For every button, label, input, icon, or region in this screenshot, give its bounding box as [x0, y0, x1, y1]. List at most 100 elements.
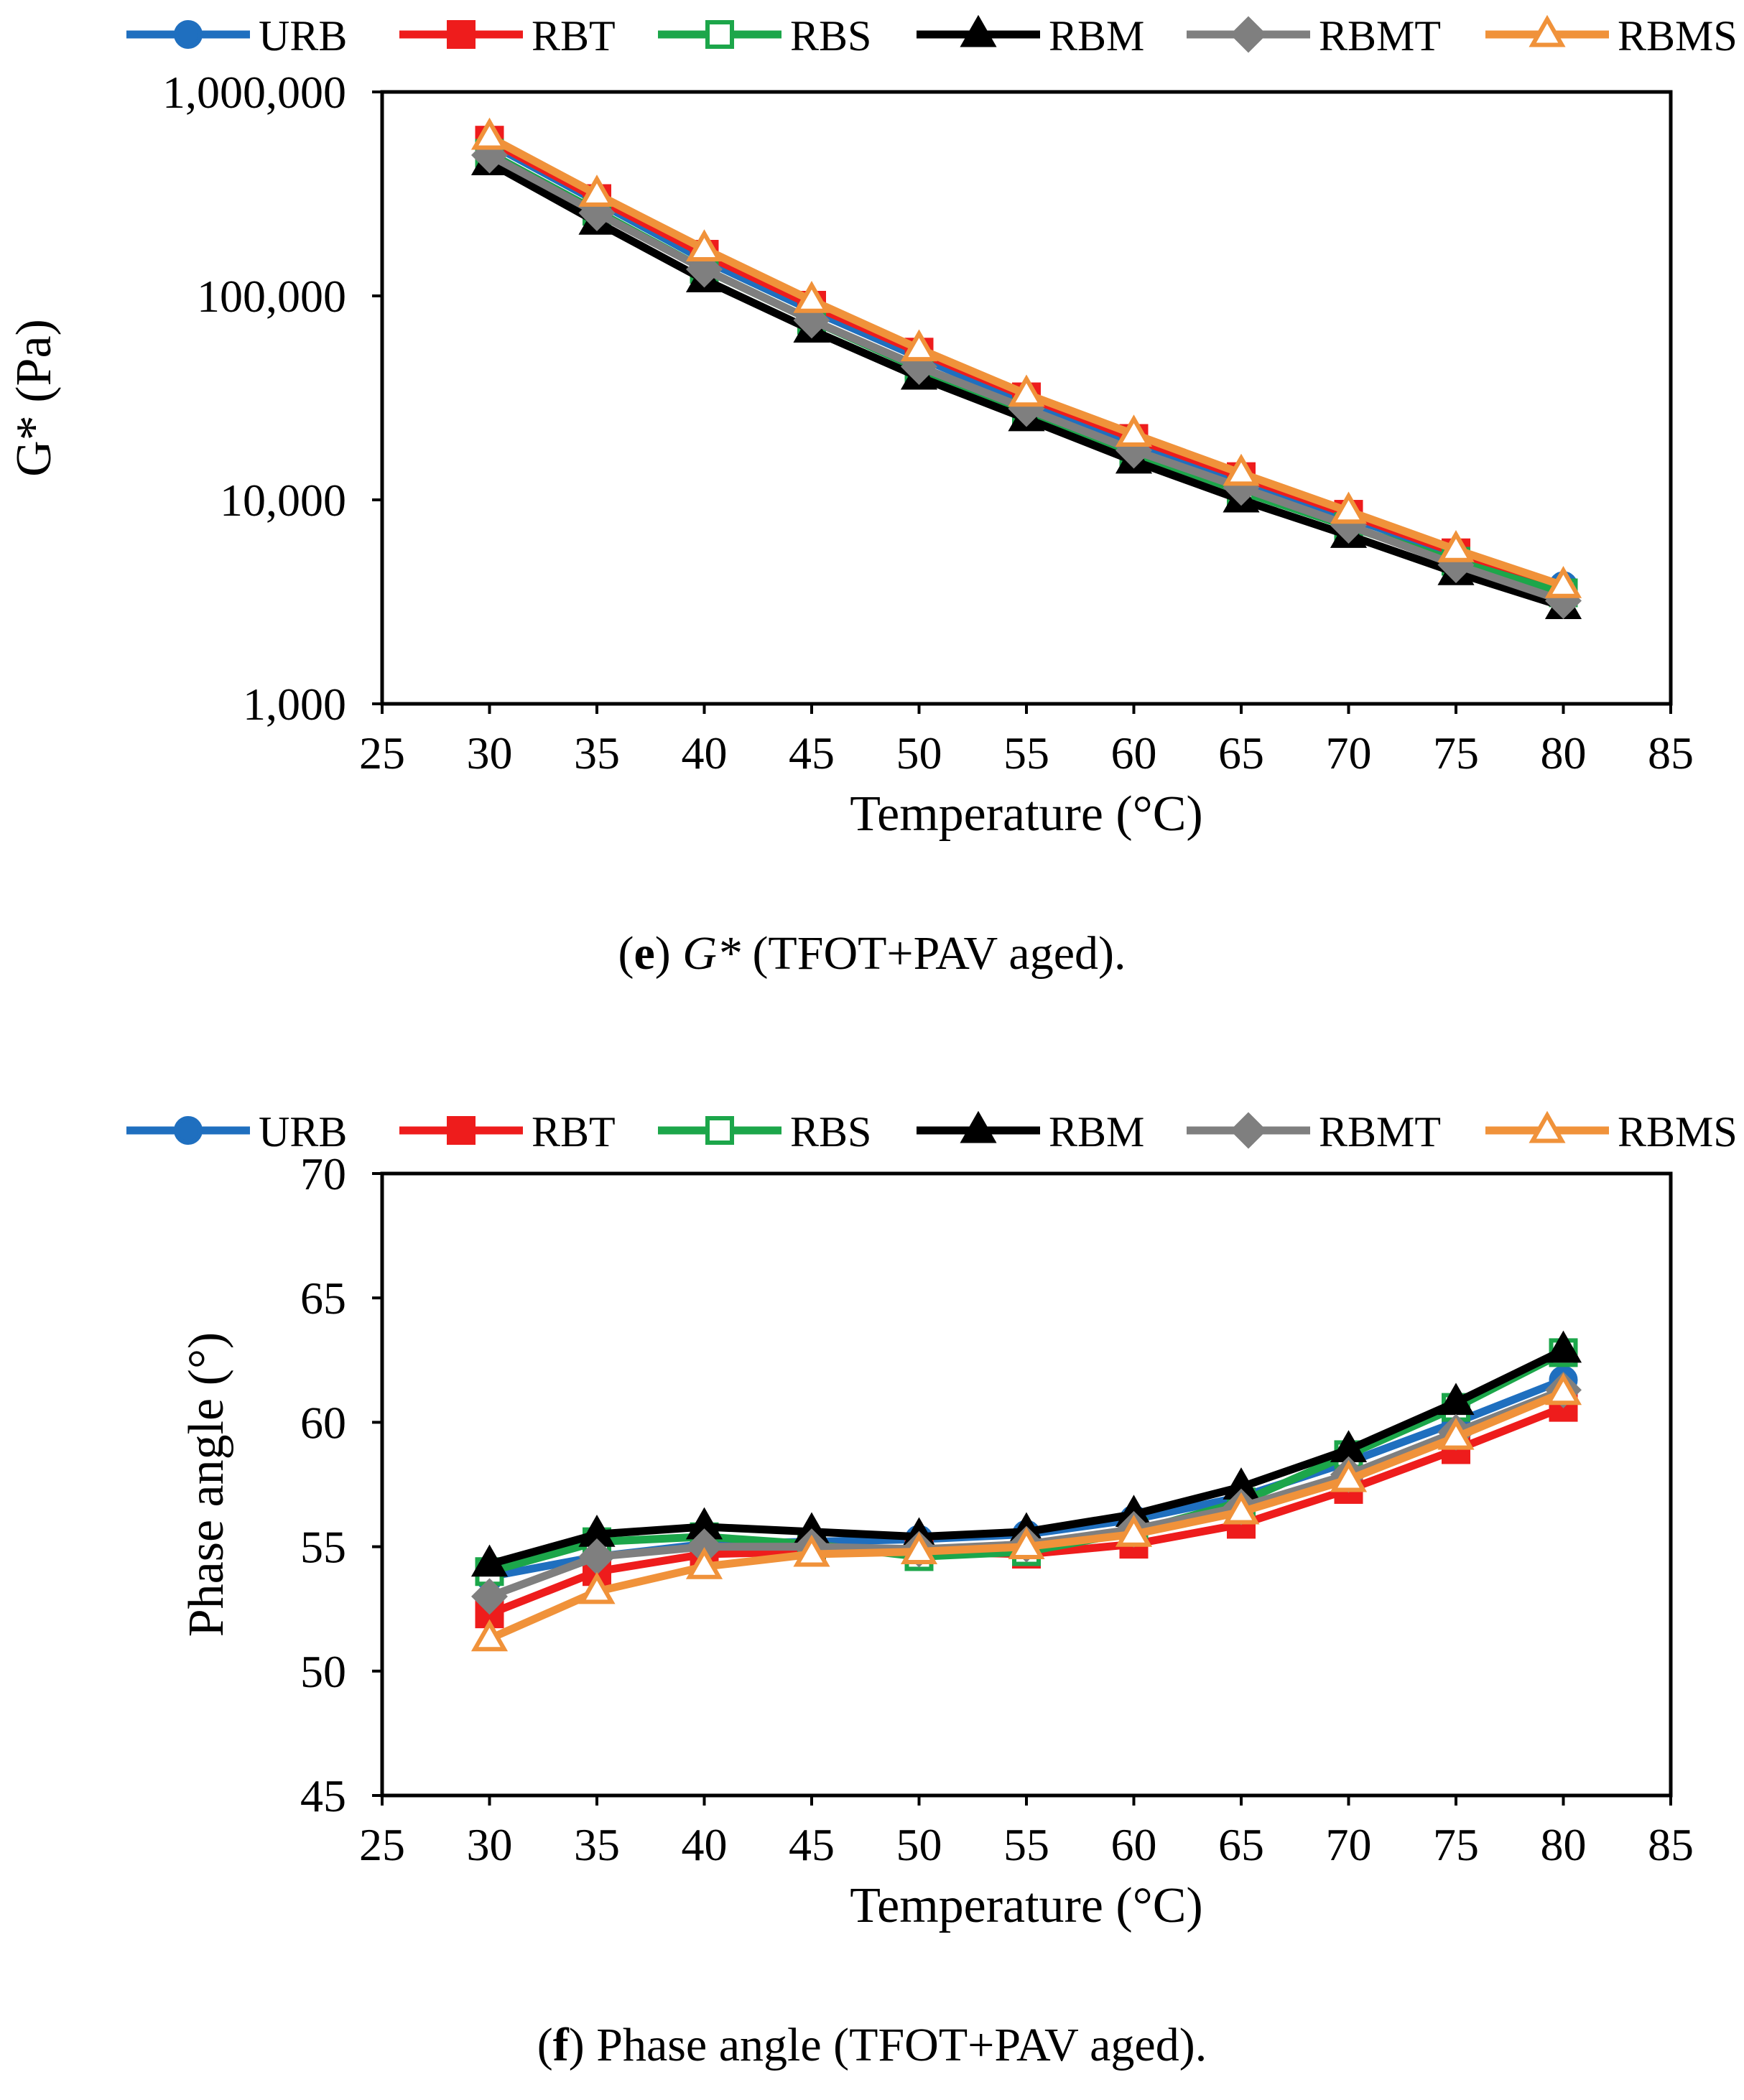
legend-label: RBS [790, 1108, 871, 1156]
data-point [578, 175, 616, 207]
legend-item-rbmt: RBMT [1187, 12, 1441, 60]
data-point [470, 1619, 509, 1652]
legend-label: RBMS [1618, 1108, 1738, 1156]
legend-item-urb: URB [126, 1108, 347, 1156]
data-point [1008, 374, 1045, 407]
data-point [793, 1534, 830, 1567]
y-tick-label: 50 [300, 1646, 346, 1697]
y-tick-label: 70 [300, 1148, 346, 1199]
series-urb [475, 129, 1578, 600]
x-tick-label: 55 [1003, 1819, 1049, 1870]
legend-marker [960, 1110, 997, 1143]
legend-marker [1529, 1110, 1566, 1143]
legend-item-urb: URB [126, 12, 347, 60]
legend-item-rbms: RBMS [1485, 1108, 1738, 1156]
x-tick-label: 65 [1218, 1819, 1264, 1870]
legend-label: RBT [532, 12, 616, 60]
data-point [1437, 1417, 1475, 1450]
y-tick-label: 100,000 [197, 271, 346, 322]
data-point [900, 1532, 938, 1564]
legend-label: RBMS [1618, 12, 1738, 60]
legend-item-rbs: RBS [658, 1108, 871, 1156]
x-tick-label: 30 [467, 1819, 513, 1870]
data-point [1330, 1459, 1368, 1492]
legend-marker [1230, 1112, 1267, 1149]
data-point [470, 1544, 509, 1577]
legend-marker [174, 20, 203, 49]
legend-label: URB [259, 1108, 347, 1156]
y-tick-label: 60 [300, 1397, 346, 1448]
legend: URB RBT RBS RBM RBMT RBMS [126, 1108, 1738, 1156]
data-point [471, 1578, 508, 1615]
data-point [1115, 1514, 1153, 1547]
series-rbmt [471, 1371, 1582, 1615]
legend-marker [1230, 16, 1267, 53]
legend-label: RBMT [1319, 1108, 1441, 1156]
legend-item-rbt: RBT [399, 1108, 616, 1156]
legend-label: URB [259, 12, 347, 60]
legend-item-rbt: RBT [399, 12, 616, 60]
legend-item-rbm: RBM [917, 12, 1144, 60]
data-point [1437, 530, 1475, 562]
x-tick-label: 75 [1433, 1819, 1479, 1870]
x-tick-label: 50 [896, 728, 942, 779]
x-tick-label: 85 [1648, 728, 1694, 779]
y-tick-label: 1,000,000 [162, 67, 346, 118]
data-point [1544, 1372, 1582, 1406]
legend-marker [174, 1116, 203, 1145]
caption-e: (e) G* (TFOT+PAV aged). [618, 927, 1126, 980]
data-point [685, 229, 723, 262]
y-tick-label: 10,000 [220, 475, 346, 526]
data-point [793, 281, 830, 313]
data-point [1223, 453, 1260, 486]
x-tick-label: 65 [1218, 728, 1264, 779]
data-point [1544, 1330, 1582, 1363]
y-tick-label: 1,000 [243, 679, 346, 730]
x-tick-label: 35 [574, 1819, 620, 1870]
x-tick-label: 80 [1541, 728, 1587, 779]
legend-label: RBM [1049, 1108, 1144, 1156]
y-axis-title: Phase angle (°) [179, 1332, 234, 1637]
x-tick-label: 45 [789, 728, 835, 779]
data-point [470, 117, 509, 150]
chart-f: 25 30 35 40 45 50 55 60 65 70 75 80 85 45 50 55 60 65 70 Te… [126, 1108, 1738, 1933]
data-point [1223, 1492, 1260, 1525]
legend-item-rbms: RBMS [1485, 12, 1738, 60]
y-tick-label: 65 [300, 1273, 346, 1324]
x-tick-label: 60 [1111, 1819, 1157, 1870]
series-line [487, 139, 1565, 590]
series-rbms [470, 1372, 1582, 1652]
legend-item-rbm: RBM [917, 1108, 1144, 1156]
x-tick-label: 55 [1003, 728, 1049, 779]
x-tick-label: 60 [1111, 728, 1157, 779]
plot-area [380, 1171, 1673, 1798]
legend-label: RBMT [1319, 12, 1441, 60]
legend-label: RBS [790, 12, 871, 60]
legend: URB RBT RBS RBM RBMT RBMS [126, 12, 1738, 60]
legend-item-rbmt: RBMT [1187, 1108, 1441, 1156]
x-tick-label: 45 [789, 1819, 835, 1870]
legend-marker [447, 20, 476, 49]
x-axis-title: Temperature (°C) [850, 786, 1202, 842]
x-tick-label: 25 [359, 728, 405, 779]
legend-marker [960, 14, 997, 47]
data-point [1437, 1383, 1475, 1416]
x-tick-label: 70 [1326, 1819, 1372, 1870]
y-tick-label: 45 [300, 1770, 346, 1821]
x-tick-label: 25 [359, 1819, 405, 1870]
x-tick-label: 75 [1433, 728, 1479, 779]
legend-marker [447, 1116, 476, 1145]
x-tick-label: 40 [682, 728, 728, 779]
x-tick-label: 30 [467, 728, 513, 779]
legend-marker [705, 20, 734, 49]
data-point [578, 1571, 616, 1604]
legend-marker [705, 1116, 734, 1145]
series-line [487, 134, 1565, 590]
chart-e: 25 30 35 40 45 50 55 60 65 70 75 80 85 1,000 10,000 100… [6, 12, 1738, 842]
x-tick-label: 35 [574, 728, 620, 779]
legend-marker [1529, 14, 1566, 47]
data-point [1008, 1527, 1045, 1560]
data-point [1544, 566, 1582, 598]
x-tick-label: 50 [896, 1819, 942, 1870]
